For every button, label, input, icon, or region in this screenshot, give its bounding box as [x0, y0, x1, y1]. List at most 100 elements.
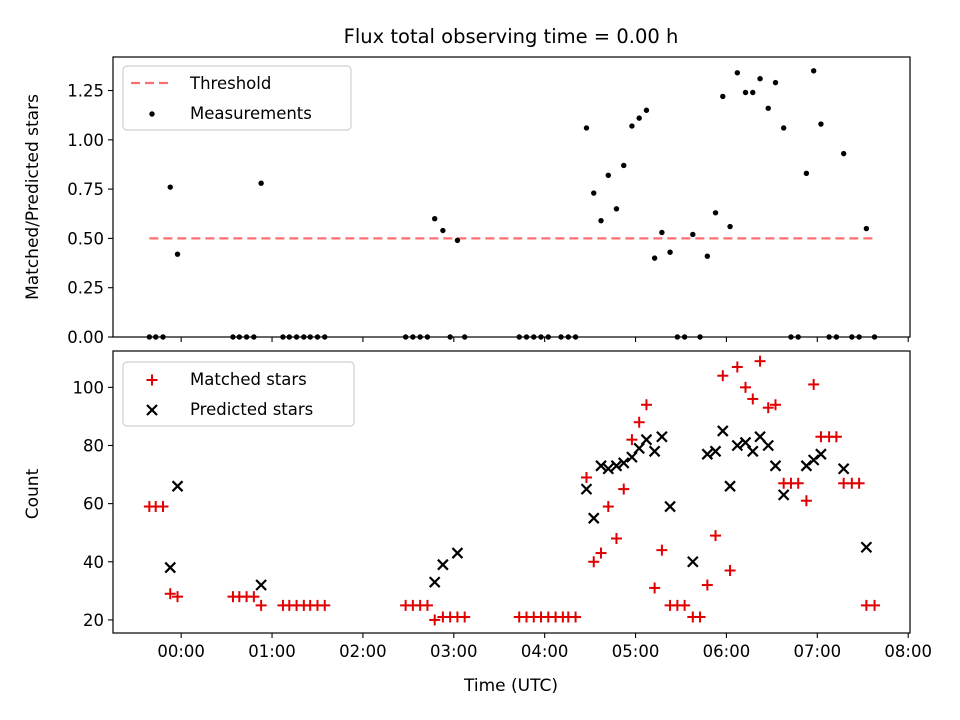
measurement-point: [674, 334, 681, 340]
ratio-y-tick-label: 0.50: [67, 229, 104, 248]
matched-star-point: [610, 533, 622, 545]
measurement-point: [833, 334, 840, 340]
measurement-point: [440, 227, 446, 234]
measurement-point: [545, 334, 552, 340]
matched-star-point: [717, 370, 729, 382]
measurement-point: [314, 334, 321, 340]
measurement-point: [690, 231, 696, 238]
matched-star-point: [679, 599, 691, 611]
matched-star-point: [740, 381, 752, 393]
predicted-star-point: [595, 460, 607, 472]
measurement-point: [697, 334, 703, 340]
measurement-point: [307, 334, 313, 340]
predicted-star-point: [747, 445, 759, 458]
measurement-point: [531, 334, 537, 340]
count-y-tick-label: 60: [83, 495, 104, 514]
legend-matched-label: Matched stars: [190, 370, 307, 389]
matched-star-point: [157, 501, 169, 513]
measurement-point: [704, 253, 711, 259]
measurement-point: [583, 125, 590, 131]
matched-star-point: [164, 588, 176, 600]
matched-star-point: [319, 599, 331, 611]
predicted-star-point: [428, 576, 441, 588]
measurement-point: [410, 334, 416, 340]
predicted-star-point: [724, 480, 736, 492]
ratio-y-tick-label: 1.00: [67, 131, 104, 150]
count-x-tick-label: 04:00: [521, 642, 569, 661]
matched-star-point: [853, 477, 865, 489]
count-y-tick-label: 40: [83, 553, 104, 572]
matched-star-point: [421, 599, 433, 611]
measurement-point: [293, 334, 300, 340]
matched-star-point: [595, 547, 607, 559]
measurement-point: [659, 229, 665, 236]
measurement-point: [280, 334, 286, 340]
measurement-point: [243, 334, 250, 340]
matched-star-point: [255, 599, 267, 611]
matched-star-point: [588, 556, 600, 568]
count-y-tick-label: 20: [83, 611, 104, 630]
predicted-star-point: [815, 448, 827, 460]
ratio-legend: Threshold Measurements: [122, 65, 352, 131]
chart-title: Flux total observing time = 0.00 h: [344, 25, 679, 48]
predicted-star-point: [656, 430, 668, 443]
ratio-panel: 0.00 0.25 0.50 0.75 1.00 1.25 Matched/Predict…: [23, 56, 911, 347]
predicted-star-point: [640, 433, 653, 446]
measurement-point: [591, 190, 597, 196]
measurement-point: [251, 334, 257, 340]
count-x-tick-label: 01:00: [248, 642, 296, 661]
predicted-star-point: [610, 460, 623, 472]
measurement-point: [780, 125, 787, 131]
legend-predicted-label: Predicted stars: [190, 400, 313, 419]
measurement-point: [461, 334, 468, 340]
count-series-layer: [143, 355, 881, 626]
measurement-point: [734, 70, 741, 76]
count-x-tick-label: 08:00: [884, 642, 932, 661]
matched-star-point: [830, 431, 842, 443]
measurement-point: [720, 93, 726, 100]
measurement-point: [667, 249, 673, 255]
measurement-point: [849, 334, 855, 340]
matched-star-point: [640, 399, 652, 411]
matched-star-point: [724, 564, 736, 576]
predicted-star-point: [860, 541, 873, 554]
measurement-point: [629, 123, 635, 129]
ratio-series-layer: [146, 68, 878, 340]
measurement-point: [153, 334, 159, 340]
measurement-point: [230, 334, 236, 340]
measurement-point: [765, 105, 771, 111]
matched-star-point: [429, 614, 441, 626]
predicted-star-point: [451, 547, 464, 559]
measurement-point: [605, 172, 611, 179]
predicted-star-point: [164, 561, 177, 574]
count-x-tick-label: 06:00: [703, 642, 751, 661]
predicted-star-point: [754, 430, 766, 443]
measurement-point: [788, 334, 794, 340]
measurement-point: [174, 251, 181, 257]
predicted-star-point: [580, 483, 593, 495]
predicted-star-point: [587, 512, 600, 524]
measurement-point: [523, 334, 530, 340]
predicted-star-point: [777, 489, 790, 501]
matched-star-point: [800, 495, 812, 507]
measurement-point: [236, 334, 243, 340]
legend-measurements-label: Measurements: [190, 104, 312, 123]
measurement-point: [538, 334, 544, 340]
matched-star-point: [762, 402, 774, 414]
ratio-y-axis-label: Matched/Predicted stars: [23, 94, 43, 300]
measurement-point: [146, 334, 153, 340]
measurement-point: [810, 68, 817, 74]
measurement-point: [621, 162, 627, 169]
measurement-point: [167, 184, 173, 190]
legend-threshold-label: Threshold: [189, 74, 271, 93]
ratio-y-tick-label: 0.25: [67, 279, 104, 298]
predicted-star-point: [701, 448, 714, 460]
measurement-point: [643, 107, 650, 113]
count-legend: Matched stars Predicted stars: [122, 361, 355, 427]
matched-star-point: [248, 591, 260, 603]
matched-star-point: [626, 434, 638, 446]
measurement-point: [636, 115, 642, 121]
ratio-legend-box: [122, 65, 352, 131]
measurement-point: [402, 334, 409, 340]
